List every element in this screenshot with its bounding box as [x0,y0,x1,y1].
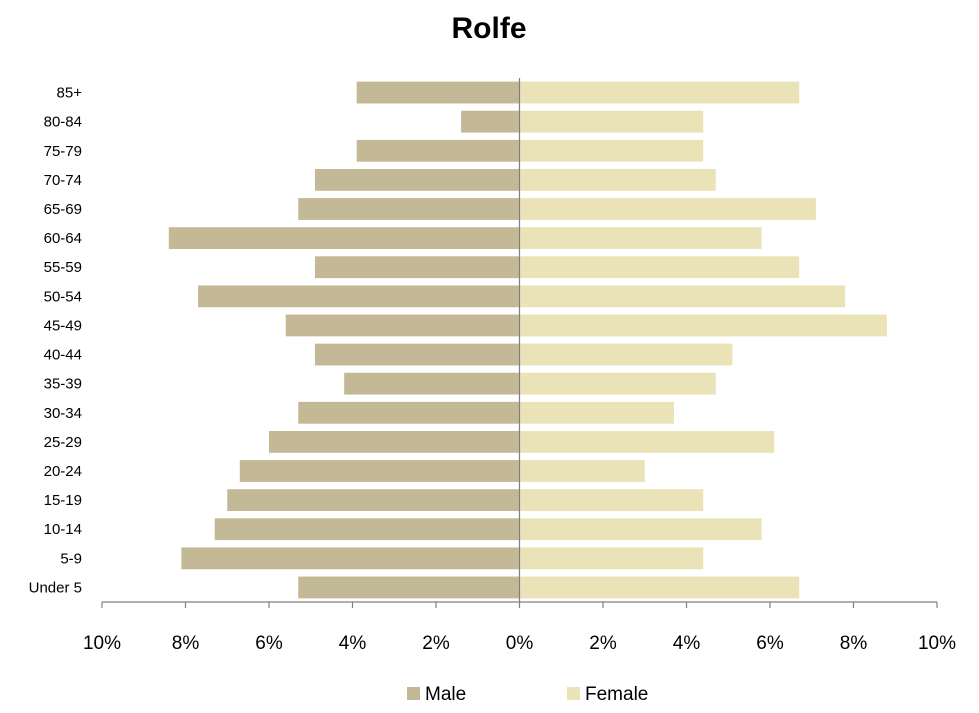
category-label: 35-39 [44,376,82,393]
x-tick-label: 2% [589,633,617,654]
x-tick-label: 8% [172,633,200,654]
chart-title: Rolfe [452,12,527,45]
bar-female [519,168,716,191]
bar-male [298,401,520,424]
category-label: 75-79 [44,143,82,160]
bar-male [269,430,520,453]
x-tick-label: 4% [339,633,367,654]
bar-female [519,256,800,279]
bar-female [519,227,762,250]
legend: Male Female [407,684,648,705]
category-label: 55-59 [44,259,82,276]
bar-female [519,489,704,512]
category-label: 15-19 [44,492,82,509]
bar-female [519,110,704,133]
x-tick-label: 0% [506,633,534,654]
x-axis: 10% 8% 6% 4% 2% 0% 2% 4% 6% 8% 10% [83,601,956,654]
x-tick-label: 6% [255,633,283,654]
bar-female [519,372,716,395]
bar-male [214,518,520,541]
category-label: 70-74 [44,172,82,189]
category-label: 45-49 [44,317,82,334]
bar-female [519,401,674,424]
bar-male [344,372,520,395]
bar-male [356,139,520,162]
category-label: 80-84 [44,114,82,131]
category-label: 65-69 [44,201,82,218]
bar-male [227,489,520,512]
bar-male [181,547,520,570]
bar-male [168,227,520,250]
x-tick-label: 6% [756,633,784,654]
bar-female [519,518,762,541]
category-label: 50-54 [44,288,82,305]
bar-male [356,81,520,104]
category-label: Under 5 [29,579,82,596]
bar-female [519,547,704,570]
bar-female [519,81,800,104]
bar-female [519,343,733,366]
bar-female [519,139,704,162]
legend-label: Male [425,684,466,705]
x-tick-label: 8% [840,633,868,654]
bar-male [314,343,520,366]
category-label: 40-44 [44,347,82,364]
x-tick-label: 10% [83,633,121,654]
bars-group [168,78,887,602]
bar-female [519,576,800,599]
bar-female [519,198,816,220]
bar-male [198,285,520,308]
legend-swatch [407,687,420,700]
bar-male [314,168,520,191]
x-tick-label: 10% [918,633,956,654]
bar-male [298,198,520,220]
bar-male [298,576,520,599]
category-label: 25-29 [44,434,82,451]
bar-male [239,460,520,482]
category-label: 5-9 [60,550,82,567]
bar-female [519,285,846,308]
bar-male [285,314,520,337]
x-tick-label: 4% [673,633,701,654]
category-label: 10-14 [44,521,82,538]
category-label: 60-64 [44,230,82,247]
bar-male [461,110,520,133]
x-tick-label: 2% [422,633,450,654]
bar-female [519,460,645,482]
category-label: 20-24 [44,463,82,480]
bar-female [519,314,887,337]
category-label: 85+ [57,85,83,102]
bar-male [314,256,520,279]
legend-label: Female [585,684,648,705]
category-label: 30-34 [44,405,82,422]
category-labels-group: Under 5 5-9 10-14 15-19 20-24 25-29 30-34 35-39… [29,85,83,597]
legend-swatch [567,687,580,700]
bar-female [519,430,775,453]
